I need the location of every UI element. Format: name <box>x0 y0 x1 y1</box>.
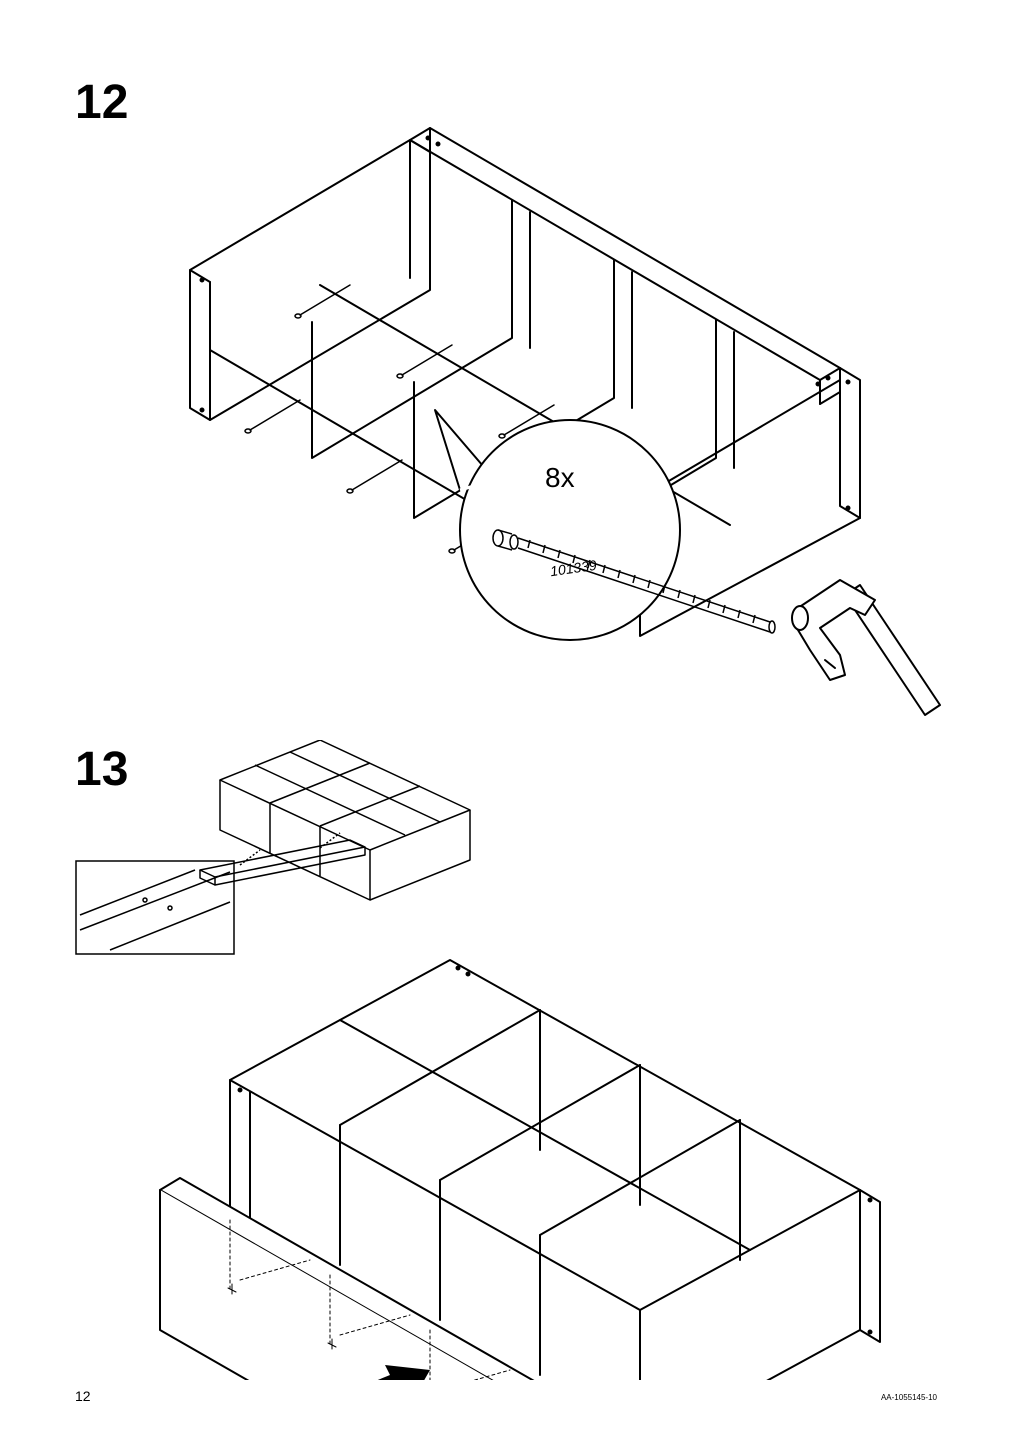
document-code: AA-1055145-10 <box>881 1393 937 1402</box>
callout-quantity: 8x <box>545 462 575 494</box>
step-number-13: 13 <box>75 742 128 797</box>
step-13-detail-inset <box>75 860 235 955</box>
callout-bubble <box>400 400 960 720</box>
step-13-main-diagram <box>80 950 960 1380</box>
page-number: 12 <box>75 1388 91 1404</box>
assembly-instruction-page: 12 <box>0 0 1012 1432</box>
